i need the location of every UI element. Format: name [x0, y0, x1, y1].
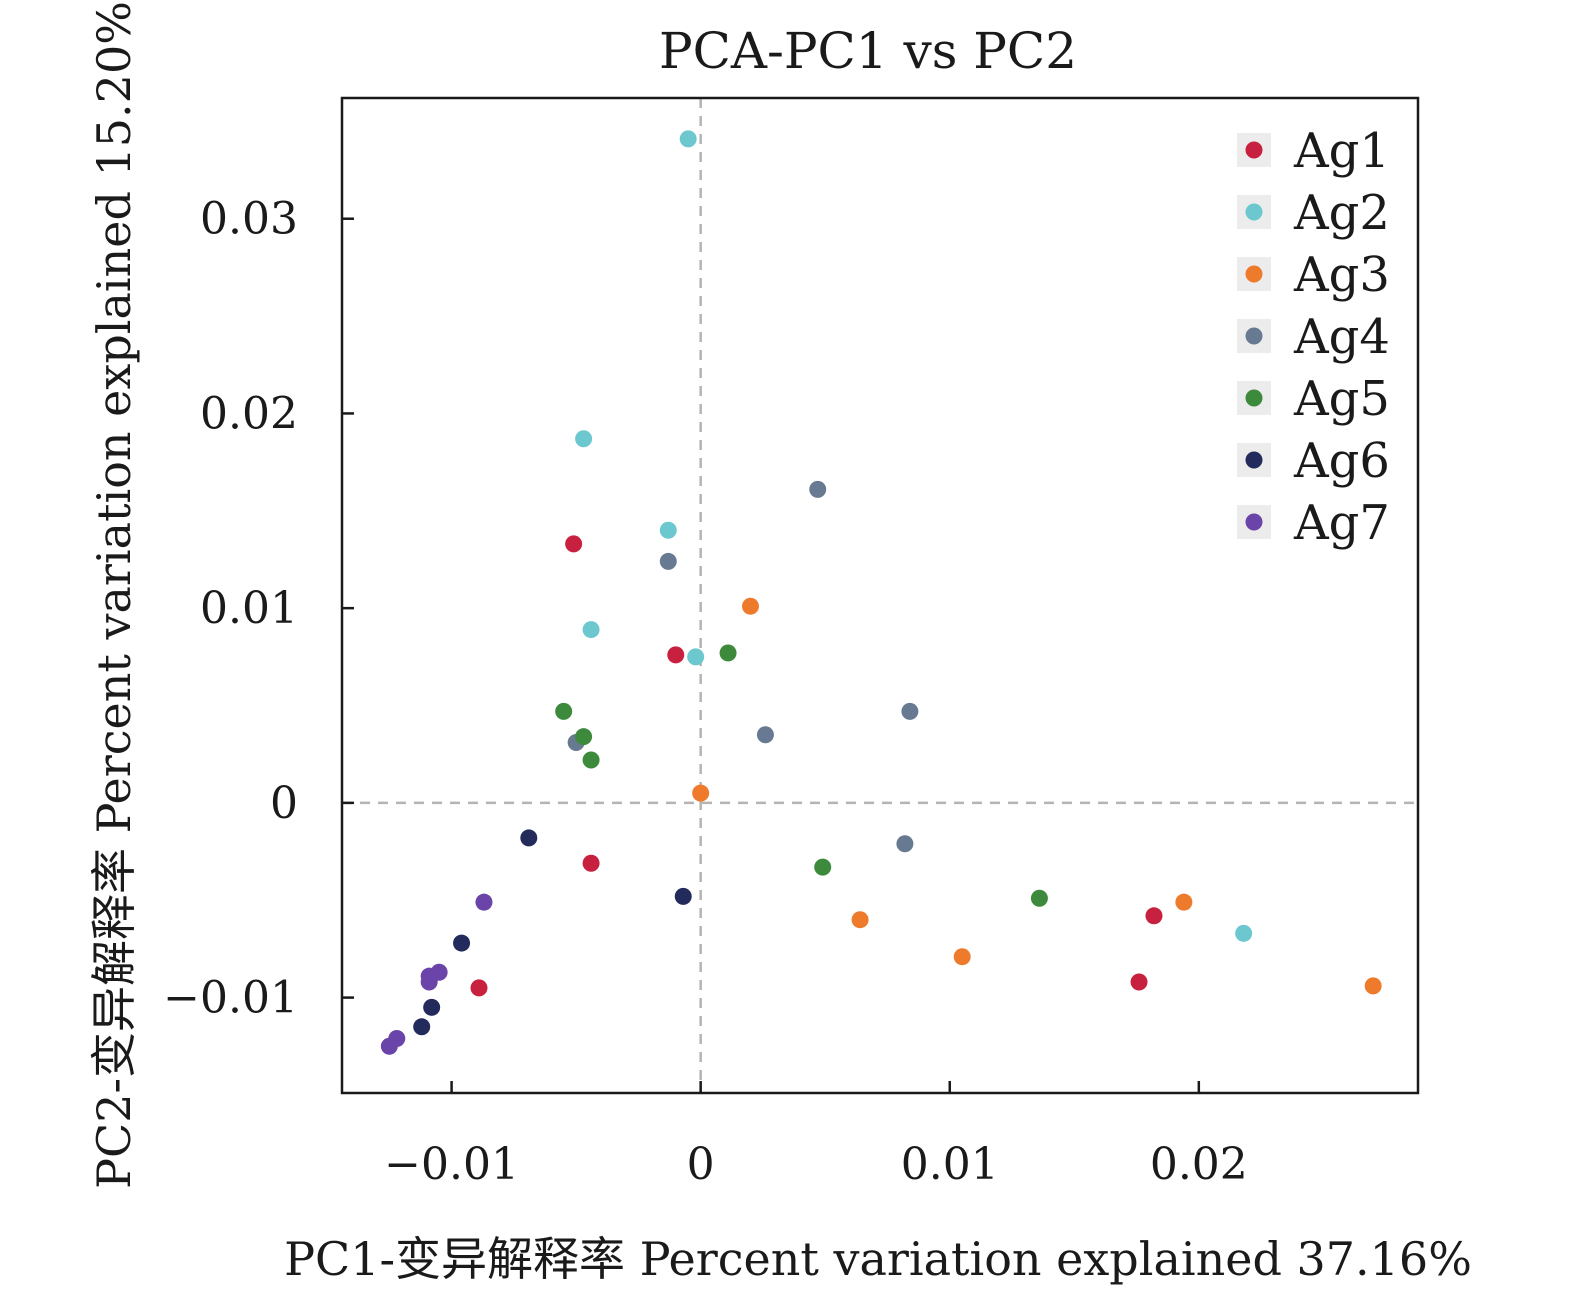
legend-label-ag1: Ag1 [1293, 123, 1390, 179]
point-ag7 [475, 893, 493, 911]
legend-label-ag5: Ag5 [1293, 371, 1390, 427]
point-ag6 [413, 1018, 431, 1036]
legend-marker-ag5 [1245, 389, 1263, 407]
point-ag3 [1175, 893, 1193, 911]
point-ag4 [659, 552, 677, 570]
legend-marker-ag6 [1245, 451, 1263, 469]
plot-frame [340, 96, 1420, 1095]
y-tick-label: 0 [270, 778, 298, 829]
point-ag1 [1130, 973, 1148, 991]
point-ag3 [851, 911, 869, 929]
point-ag4 [896, 835, 914, 853]
y-axis-label: PC2-变异解释率 Percent variation explained 15… [87, 1, 141, 1189]
point-ag1 [582, 854, 600, 872]
point-ag1 [667, 646, 685, 664]
point-ag5 [575, 728, 593, 746]
y-tick-label: 0.01 [200, 583, 298, 634]
y-tick-label: −0.01 [163, 973, 298, 1024]
x-tick-label: 0 [687, 1139, 715, 1190]
legend-label-ag2: Ag2 [1293, 185, 1390, 241]
legend-label-ag4: Ag4 [1293, 309, 1390, 365]
point-ag1 [565, 535, 583, 553]
y-tick-label: 0.02 [200, 388, 298, 439]
point-ag7 [380, 1037, 398, 1055]
point-ag6 [520, 829, 538, 847]
point-ag1 [1145, 907, 1163, 925]
x-tick-label: 0.02 [1150, 1139, 1248, 1190]
point-ag5 [1030, 889, 1048, 907]
point-ag3 [741, 597, 759, 615]
legend-marker-ag3 [1245, 265, 1263, 283]
legend-marker-ag7 [1245, 513, 1263, 531]
point-ag2 [687, 648, 705, 666]
point-ag2 [582, 621, 600, 639]
legend-label-ag7: Ag7 [1293, 495, 1390, 551]
legend-label-ag6: Ag6 [1293, 433, 1390, 489]
legend-marker-ag2 [1245, 203, 1263, 221]
legend-marker-ag4 [1245, 327, 1263, 345]
point-ag3 [953, 948, 971, 966]
y-axis-ticks: −0.01 0 0.01 0.02 0.03 [163, 194, 354, 1024]
point-ag5 [719, 644, 737, 662]
y-tick-label: 0.03 [200, 194, 298, 245]
point-ag3 [1364, 977, 1382, 995]
data-points [380, 130, 1382, 1055]
point-ag4 [756, 726, 774, 744]
point-ag2 [575, 430, 593, 448]
legend: Ag1 Ag2 Ag3 Ag4 Ag5 Ag6 Ag7 [1237, 123, 1390, 551]
x-tick-label: −0.01 [384, 1139, 519, 1190]
point-ag6 [453, 934, 471, 952]
point-ag2 [659, 521, 677, 539]
point-ag6 [423, 998, 441, 1016]
legend-label-ag3: Ag3 [1293, 247, 1390, 303]
point-ag2 [679, 130, 697, 148]
x-axis-label: PC1-变异解释率 Percent variation explained 37… [284, 1232, 1472, 1286]
point-ag5 [814, 858, 832, 876]
point-ag1 [470, 979, 488, 997]
point-ag4 [809, 480, 827, 498]
point-ag5 [582, 751, 600, 769]
chart-title: PCA-PC1 vs PC2 [659, 22, 1077, 80]
point-ag5 [555, 702, 573, 720]
reference-lines [342, 98, 1418, 1093]
point-ag4 [901, 702, 919, 720]
point-ag3 [692, 784, 710, 802]
point-ag6 [674, 887, 692, 905]
x-axis-ticks: −0.01 0 0.01 0.02 [384, 1081, 1248, 1190]
point-ag2 [1235, 924, 1253, 942]
legend-marker-ag1 [1245, 141, 1263, 159]
x-tick-label: 0.01 [901, 1139, 999, 1190]
point-ag7 [420, 973, 438, 991]
